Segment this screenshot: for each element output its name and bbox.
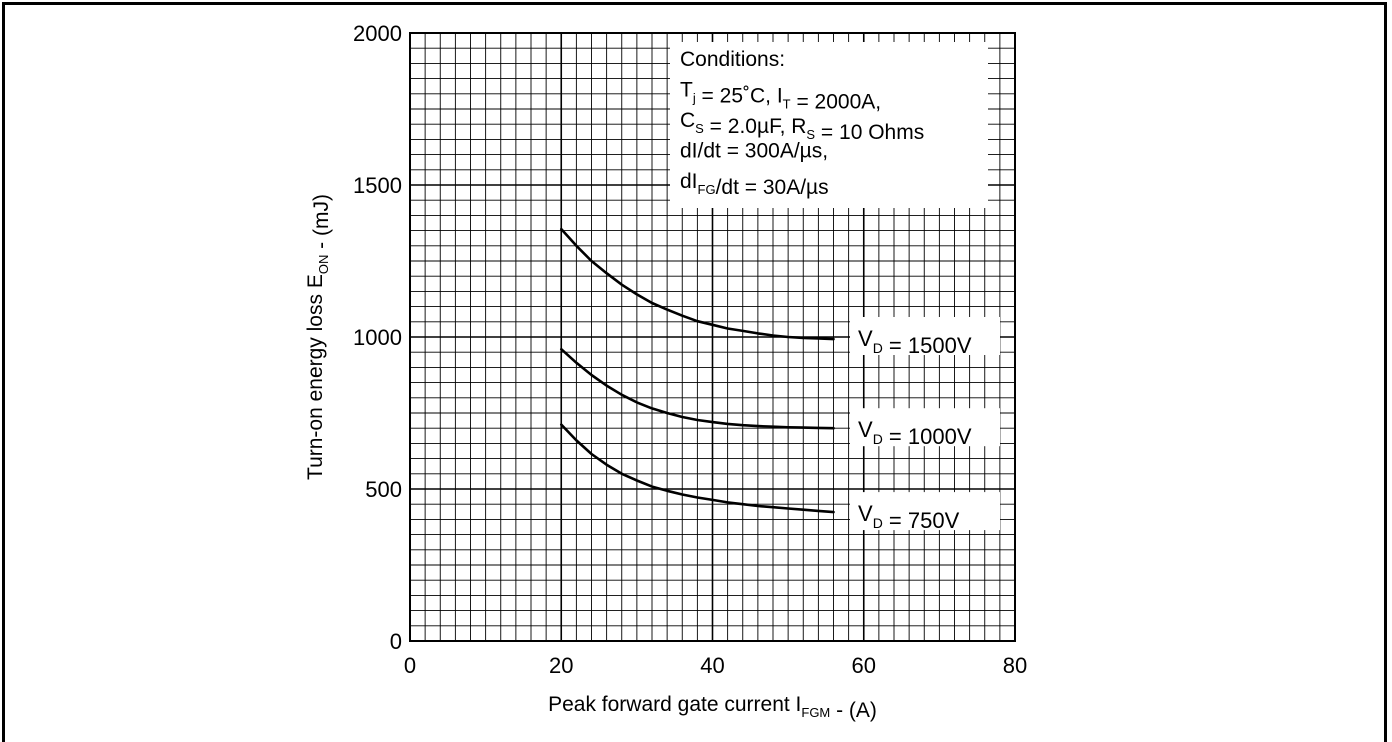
series-line-0 [559, 227, 835, 341]
conditions-line-0: Conditions: [680, 48, 785, 71]
conditions-line-3: dI/dt = 300A/µs, [680, 140, 828, 163]
x-tick-label: 60 [852, 653, 876, 678]
series-line-1 [559, 347, 835, 430]
conditions-box [670, 42, 988, 208]
conditions-line-2: CS = 2.0µF, RS = 10 Ohms [680, 109, 924, 144]
series-label-bg-0 [850, 317, 1000, 355]
plot-border [409, 32, 1016, 642]
x-axis-label: Peak forward gate current IFGM - (A) [548, 693, 877, 722]
conditions-line-1: Tj = 25˚C, IT = 2000A, [680, 79, 881, 114]
series-label-bg-1 [850, 408, 1000, 447]
series-line-2 [559, 423, 835, 514]
x-tick-label: 20 [549, 653, 573, 678]
y-tick-label: 0 [390, 629, 402, 654]
series-label-bg-2 [850, 492, 1000, 531]
series-label-2: VD = 750V [858, 501, 960, 533]
x-tick-label: 0 [404, 653, 416, 678]
y-tick-label: 1500 [353, 173, 402, 198]
y-tick-label: 2000 [353, 21, 402, 46]
y-tick-label: 1000 [353, 325, 402, 350]
x-tick-label: 40 [700, 653, 724, 678]
series-label-1: VD = 1000V [858, 417, 972, 449]
y-axis-label: Turn-on energy loss EON - (mJ) [304, 194, 333, 480]
conditions-line-4: dIFG/dt = 30A/µs [680, 170, 829, 199]
x-tick-label: 80 [1003, 653, 1027, 678]
series-label-0: VD = 1500V [858, 326, 972, 358]
y-tick-label: 500 [365, 477, 402, 502]
